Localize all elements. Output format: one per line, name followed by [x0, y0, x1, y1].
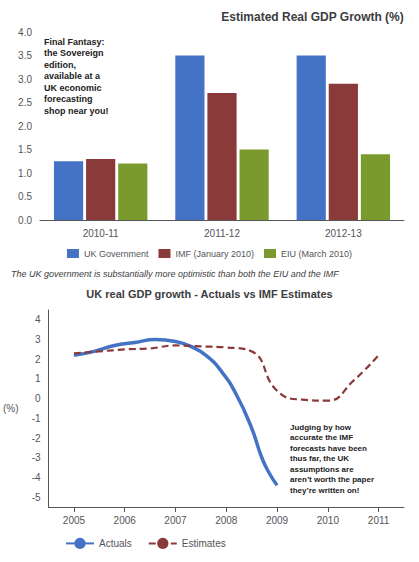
svg-text:2008: 2008	[215, 515, 238, 526]
svg-text:thus far, the UK: thus far, the UK	[290, 454, 349, 463]
svg-text:3.0: 3.0	[18, 74, 32, 85]
svg-text:2.5: 2.5	[18, 97, 32, 108]
svg-text:0: 0	[35, 393, 41, 404]
svg-text:2010-11: 2010-11	[83, 228, 119, 239]
svg-text:IMF (January 2010): IMF (January 2010)	[175, 249, 254, 259]
svg-text:2: 2	[35, 354, 41, 365]
svg-text:the Sovereign: the Sovereign	[44, 48, 104, 58]
svg-text:1.0: 1.0	[18, 168, 32, 179]
svg-text:they’re written on!: they’re written on!	[290, 486, 359, 495]
svg-text:UK economic: UK economic	[44, 83, 102, 93]
svg-text:(%): (%)	[3, 403, 19, 414]
svg-text:-3: -3	[32, 452, 41, 463]
svg-text:1: 1	[35, 373, 41, 384]
svg-text:Actuals: Actuals	[99, 538, 132, 549]
svg-text:2010: 2010	[317, 515, 340, 526]
svg-text:2.0: 2.0	[18, 121, 32, 132]
svg-text:1.5: 1.5	[18, 144, 32, 155]
svg-text:forecasting: forecasting	[44, 94, 93, 104]
svg-text:4: 4	[35, 314, 41, 325]
svg-text:2011-12: 2011-12	[204, 228, 240, 239]
svg-text:shop near you!: shop near you!	[44, 106, 109, 116]
svg-text:Final Fantasy:: Final Fantasy:	[44, 37, 105, 47]
svg-text:2005: 2005	[63, 515, 86, 526]
svg-text:EIU (March 2010): EIU (March 2010)	[281, 249, 352, 259]
svg-text:2006: 2006	[114, 515, 137, 526]
svg-text:3: 3	[35, 334, 41, 345]
svg-text:aren’t worth the paper: aren’t worth the paper	[290, 475, 374, 484]
svg-text:available at a: available at a	[44, 71, 101, 81]
svg-text:Estimated Real GDP Growth (%): Estimated Real GDP Growth (%)	[221, 10, 403, 24]
svg-text:4.0: 4.0	[18, 27, 32, 38]
svg-text:2012-13: 2012-13	[325, 228, 362, 239]
svg-text:forecasts have been: forecasts have been	[290, 444, 367, 453]
svg-text:2011: 2011	[368, 515, 390, 526]
svg-text:edition,: edition,	[44, 60, 76, 70]
svg-text:3.5: 3.5	[18, 50, 32, 61]
svg-text:UK real GDP growth - Actuals v: UK real GDP growth - Actuals vs IMF Esti…	[86, 288, 332, 300]
svg-text:2009: 2009	[266, 515, 289, 526]
svg-text:-1: -1	[32, 413, 41, 424]
svg-text:0.5: 0.5	[18, 191, 32, 202]
svg-text:accurate the IMF: accurate the IMF	[290, 433, 353, 442]
svg-text:Judging by how: Judging by how	[290, 423, 352, 432]
svg-text:-2: -2	[32, 433, 41, 444]
svg-text:2007: 2007	[164, 515, 187, 526]
svg-text:0.0: 0.0	[18, 215, 32, 226]
svg-text:The UK government is substanti: The UK government is substantially more …	[11, 269, 339, 279]
svg-text:assumptions are: assumptions are	[290, 465, 354, 474]
svg-text:-5: -5	[32, 492, 41, 503]
svg-text:-4: -4	[32, 472, 41, 483]
svg-text:UK Government: UK Government	[84, 249, 149, 259]
svg-text:Estimates: Estimates	[182, 538, 226, 549]
